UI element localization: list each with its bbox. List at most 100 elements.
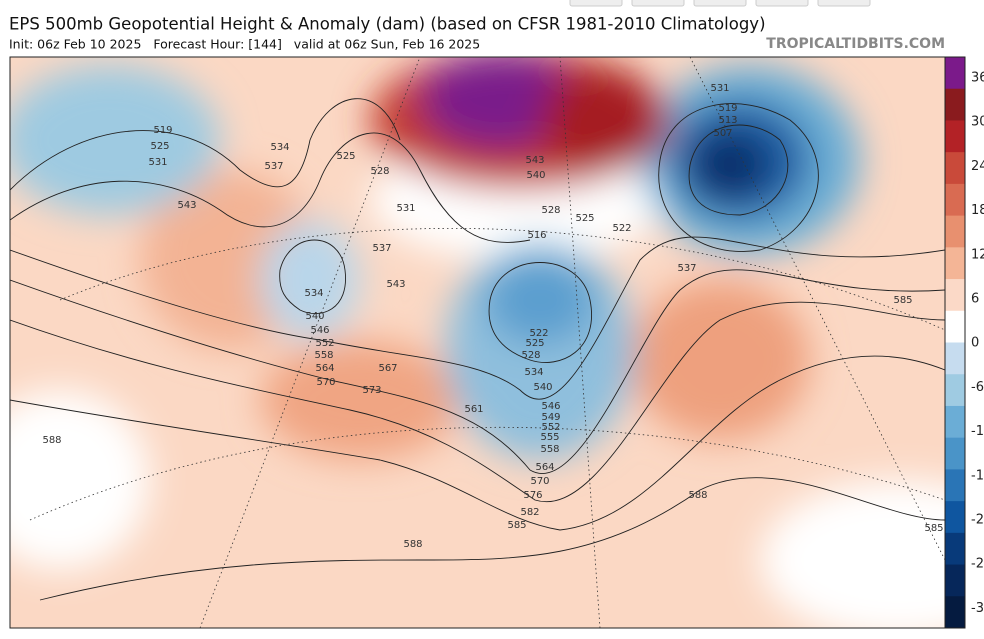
colorbar-label: 12 — [971, 247, 984, 262]
contour-label: 558 — [314, 350, 333, 361]
colorbar-label: 6 — [971, 292, 979, 307]
contour-label: 531 — [396, 203, 415, 214]
button[interactable] — [569, 0, 623, 7]
contour-label: 534 — [524, 367, 543, 378]
contour-label: 567 — [378, 363, 397, 374]
contour-label: 522 — [529, 328, 548, 339]
contour-label: 513 — [718, 115, 737, 126]
colorbar-frame — [944, 56, 966, 629]
contour-label: 558 — [540, 444, 559, 455]
contour-label: 585 — [507, 520, 526, 531]
contour-label: 531 — [710, 83, 729, 94]
contour-label: 585 — [924, 523, 943, 534]
colorbar-swatch — [945, 152, 965, 185]
button[interactable] — [817, 0, 871, 7]
contour-label: 546 — [541, 401, 560, 412]
contour-label: 516 — [527, 230, 546, 241]
contour-labels: 5195255315435345375255285315375435345405… — [42, 83, 943, 550]
graticule — [29, 57, 945, 628]
contour-label: 528 — [541, 205, 560, 216]
contour-label: 543 — [386, 279, 405, 290]
contour-label: 588 — [688, 490, 707, 501]
colorbar-swatch — [945, 215, 965, 248]
contour-label: 537 — [264, 161, 283, 172]
colorbar-label: -3 — [971, 601, 984, 616]
toolbar — [569, 0, 871, 7]
button[interactable] — [693, 0, 747, 7]
contour-label: 525 — [525, 338, 544, 349]
colorbar-swatch — [945, 120, 965, 153]
title: EPS 500mb Geopotential Height & Anomaly … — [9, 15, 766, 34]
contour-label: 537 — [677, 263, 696, 274]
colorbar: 36 30 24 18 12 6 0 -6 -1 -1 -2 -2 -3 — [944, 56, 984, 629]
contour-label: 540 — [305, 311, 324, 322]
contour-label: 534 — [270, 142, 289, 153]
button[interactable] — [631, 0, 685, 7]
contour-label: 522 — [612, 223, 631, 234]
contour-label: 546 — [310, 325, 329, 336]
anomaly-shading — [10, 57, 945, 628]
contours — [10, 98, 945, 601]
colorbar-swatch — [945, 469, 965, 502]
colorbar-swatch — [945, 57, 965, 90]
contour-label: 519 — [153, 125, 172, 136]
contour-label: 555 — [540, 432, 559, 443]
colorbar-label: 30 — [971, 115, 984, 130]
contour-label: 576 — [523, 490, 542, 501]
colorbar-label: 0 — [971, 336, 979, 351]
contour-label: 543 — [525, 155, 544, 166]
colorbar-swatch — [945, 564, 965, 597]
subtitle: Init: 06z Feb 10 2025 Forecast Hour: [14… — [9, 37, 480, 52]
colorbar-swatch — [945, 247, 965, 280]
contour-label: 540 — [533, 382, 552, 393]
colorbar-label: -2 — [971, 557, 984, 572]
colorbar-swatch — [945, 405, 965, 439]
site-label: TROPICALTIDBITS.COM — [766, 36, 945, 52]
map: 5195255315435345375255285315375435345405… — [10, 57, 945, 628]
contour-label: 525 — [575, 213, 594, 224]
colorbar-swatch — [945, 532, 965, 566]
colorbar-label: -2 — [971, 513, 984, 528]
contour-label: 564 — [315, 363, 334, 374]
contour-label: 507 — [713, 128, 732, 139]
contour-label: 570 — [530, 476, 549, 487]
contour-label: 528 — [370, 166, 389, 177]
contour-label: 549 — [541, 412, 560, 423]
contour-label: 570 — [316, 377, 335, 388]
contour-label: 561 — [464, 404, 483, 415]
colorbar-swatch — [945, 183, 965, 217]
contour-label: 537 — [372, 243, 391, 254]
colorbar-label: 24 — [971, 159, 984, 174]
contour-label: 588 — [403, 539, 422, 550]
colorbar-swatch — [945, 279, 965, 312]
contour-label: 534 — [304, 288, 323, 299]
colorbar-swatch — [945, 596, 965, 629]
colorbar-label: -1 — [971, 424, 984, 439]
contour-label: 552 — [315, 338, 334, 349]
contour-label: 573 — [362, 385, 381, 396]
contour-label: 525 — [150, 141, 169, 152]
colorbar-label: -6 — [971, 380, 984, 395]
contour-label: 531 — [148, 157, 167, 168]
colorbar-swatch — [945, 342, 965, 375]
contour-label: 552 — [541, 422, 560, 433]
contour-label: 585 — [893, 295, 912, 306]
button[interactable] — [755, 0, 809, 7]
colorbar-swatch — [945, 88, 965, 121]
colorbar-swatch — [945, 437, 965, 470]
contour-label: 564 — [535, 462, 554, 473]
contour-label: 525 — [336, 151, 355, 162]
contour-label: 528 — [521, 350, 540, 361]
colorbar-swatch — [945, 310, 965, 343]
contour-label: 588 — [42, 435, 61, 446]
colorbar-swatch — [945, 374, 965, 407]
contour-label: 540 — [526, 170, 545, 181]
colorbar-label: -1 — [971, 468, 984, 483]
contour-label: 519 — [718, 103, 737, 114]
contour-label: 582 — [520, 507, 539, 518]
colorbar-swatch — [945, 501, 965, 534]
contour-label: 543 — [177, 200, 196, 211]
colorbar-label: 36 — [971, 71, 984, 86]
colorbar-label: 18 — [971, 203, 984, 218]
